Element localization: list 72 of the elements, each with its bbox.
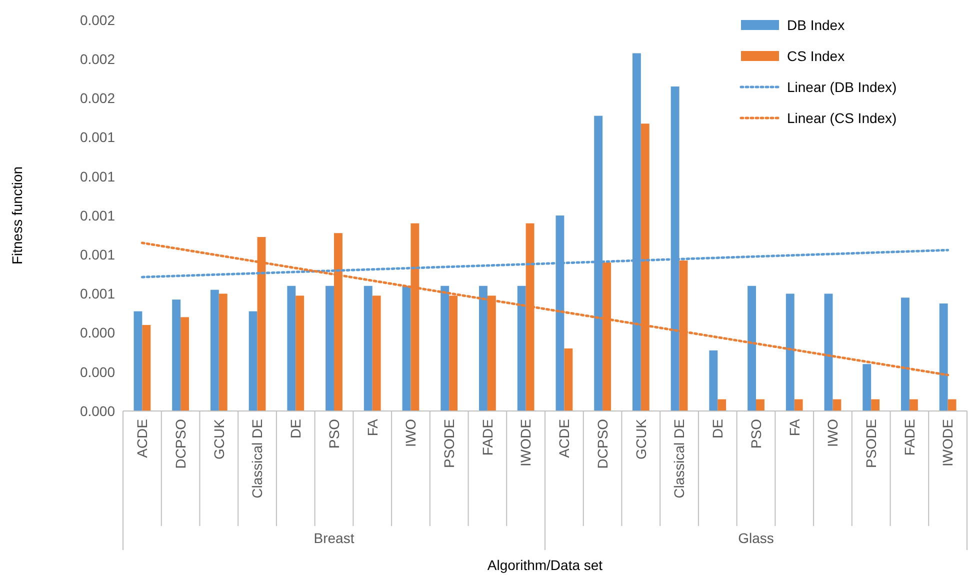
x-tick-label: FA (364, 418, 380, 436)
y-tick-label: 0.001 (80, 168, 116, 184)
y-tick-label: 0.001 (80, 207, 116, 224)
bar (142, 324, 151, 411)
x-tick-label: DCPSO (594, 418, 610, 469)
x-tick-label: GCUK (632, 418, 649, 460)
bar (180, 317, 189, 411)
x-tick-label: FA (786, 418, 802, 436)
bar (364, 286, 372, 411)
bar (871, 399, 880, 411)
y-tick-label: 0.000 (80, 402, 116, 419)
x-tick-label: GCUK (210, 418, 227, 460)
legend-label: Linear (DB Index) (787, 78, 897, 95)
y-tick-label: 0.001 (80, 246, 116, 262)
x-tick-label: IWO (402, 418, 419, 447)
bar (248, 311, 258, 411)
bar (172, 300, 181, 411)
y-tick-label: 0.002 (80, 12, 116, 28)
bar (210, 290, 219, 411)
text: Breast (314, 530, 354, 546)
bar (402, 286, 411, 411)
y-tick-label: 0.001 (80, 129, 116, 146)
legend-label: DB Index (787, 16, 845, 33)
bar (134, 311, 142, 411)
x-tick-label: PSODE (862, 419, 879, 468)
x-tick-label: IWO (824, 418, 841, 447)
bar (326, 286, 334, 411)
bar (748, 286, 756, 411)
y-tick-label: 0.002 (80, 90, 116, 106)
bar (824, 294, 833, 411)
x-tick-label: Classical DE (249, 419, 266, 498)
bar (479, 286, 488, 411)
x-tick-label: FADE (479, 419, 496, 456)
bar (709, 350, 718, 411)
bar (372, 296, 381, 411)
bar (948, 399, 956, 411)
y-tick-label: 0.001 (80, 286, 116, 302)
bar (901, 298, 910, 411)
legend-label: Linear (CS Index) (787, 110, 897, 126)
y-tick-label: 0.000 (80, 364, 116, 380)
bar (756, 399, 764, 411)
x-tick-label: FADE (901, 419, 918, 456)
y-tick-label: 0.002 (80, 51, 116, 67)
x-tick-label: Classical DE (671, 419, 688, 498)
x-tick-label: IWODE (940, 419, 956, 466)
bar (564, 348, 573, 411)
x-tick-label: ACDE (134, 419, 150, 458)
x-tick-label: DE (710, 419, 726, 438)
bar (296, 296, 304, 411)
y-tick-label: 0.000 (80, 324, 116, 341)
x-axis-title: Algorithm/Data set (487, 557, 603, 573)
bar (786, 294, 794, 411)
bar (794, 399, 803, 411)
legend-label: CS Index (787, 48, 845, 64)
bar (517, 286, 526, 411)
bar (832, 399, 842, 411)
text: Glass (738, 530, 774, 546)
x-tick-label: PSO (748, 418, 764, 449)
bar (862, 364, 872, 411)
x-tick-label: ACDE (556, 419, 572, 458)
x-tick-label: PSO (326, 418, 342, 449)
x-tick-label: DCPSO (172, 418, 188, 469)
x-tick-label: IWODE (518, 419, 534, 466)
bar (939, 303, 948, 411)
bar (440, 286, 450, 411)
y-axis-title: Fitness function (9, 166, 25, 265)
x-tick-label: PSODE (440, 419, 457, 468)
bar (287, 286, 296, 411)
x-tick-label: DE (288, 419, 304, 438)
bar (909, 399, 918, 411)
bar (218, 294, 228, 411)
bar (718, 399, 726, 411)
